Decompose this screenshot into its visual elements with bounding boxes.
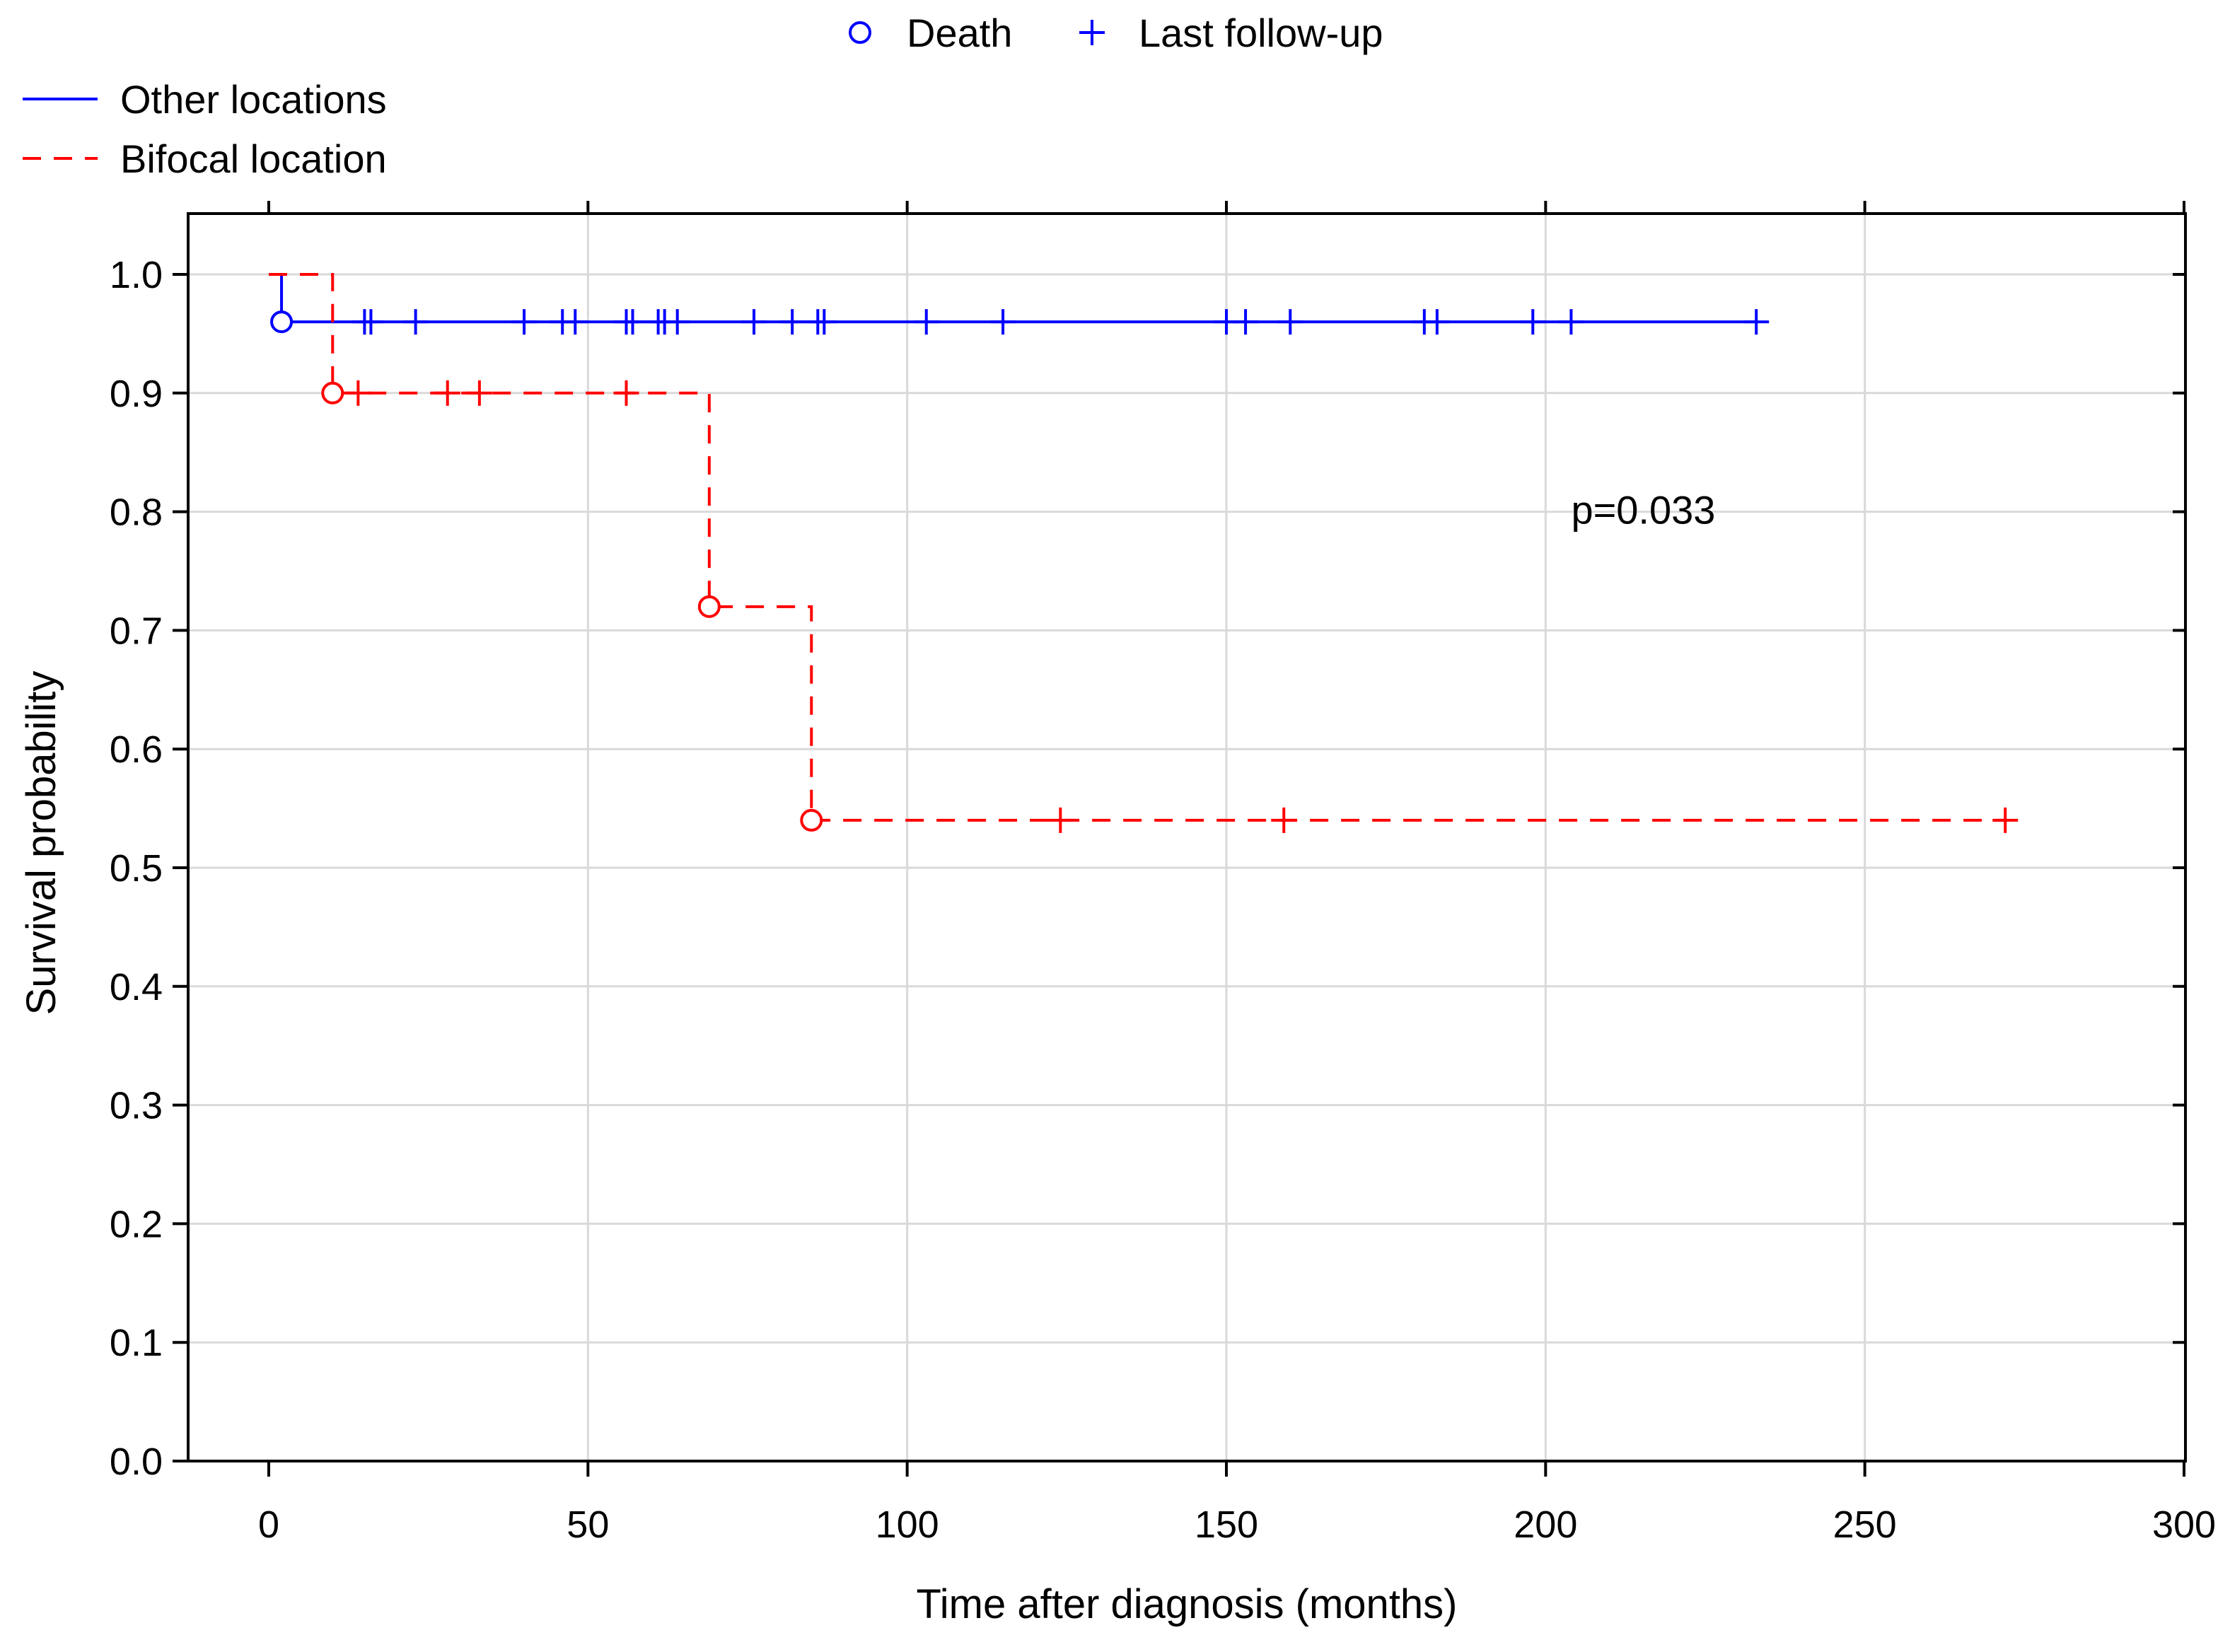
censored-marker-other-locations-23 — [1558, 309, 1584, 335]
censored-marker-other-locations-24 — [1743, 309, 1770, 335]
censored-marker-other-locations-22 — [1520, 309, 1546, 335]
x-tick-label-3: 150 — [1195, 1503, 1258, 1546]
y-tick-label-7: 0.7 — [110, 610, 163, 652]
x-tick-label-5: 250 — [1833, 1503, 1897, 1546]
censored-marker-other-locations-19 — [1277, 309, 1303, 335]
censored-marker-bifocal-location-4 — [1047, 807, 1074, 833]
censored-marker-other-locations-15 — [913, 309, 939, 335]
y-tick-label-6: 0.6 — [110, 728, 163, 771]
marker-layer — [270, 20, 2019, 833]
gridlines — [188, 214, 2185, 1461]
censored-marker-other-locations-18 — [1233, 309, 1259, 335]
plot-border — [187, 212, 2187, 1462]
y-tick-label-2: 0.2 — [110, 1203, 163, 1245]
censored-marker-bifocal-location-2 — [466, 380, 492, 406]
y-tick-label-5: 0.5 — [110, 847, 163, 890]
y-tick-label-10: 1.0 — [110, 254, 163, 296]
legend-follow-up-label: Last follow-up — [1139, 11, 1383, 55]
censored-marker-other-locations-21 — [1424, 309, 1450, 335]
x-tick-label-6: 300 — [2152, 1503, 2216, 1546]
y-tick-label-9: 0.9 — [110, 373, 163, 415]
y-tick-label-0: 0.0 — [110, 1441, 163, 1483]
censored-marker-other-locations-14 — [811, 309, 837, 335]
x-tick-label-2: 100 — [876, 1503, 939, 1546]
censored-marker-other-locations-2 — [402, 309, 429, 335]
death-marker-bifocal-location-2 — [800, 808, 823, 832]
axis-ticks — [173, 201, 2185, 1477]
censored-marker-other-locations-11 — [741, 309, 767, 335]
death-marker-bifocal-location-1 — [697, 595, 721, 618]
censored-marker-other-locations-1 — [358, 309, 384, 335]
legend-death-label: Death — [907, 11, 1012, 55]
censored-marker-bifocal-location-3 — [613, 380, 639, 406]
y-tick-label-8: 0.8 — [110, 491, 163, 534]
censored-marker-other-locations-10 — [664, 309, 690, 335]
censored-marker-other-locations-12 — [779, 309, 806, 335]
censored-marker-bifocal-location-0 — [345, 380, 371, 406]
x-tick-label-0: 0 — [258, 1503, 279, 1546]
censored-marker-other-locations-5 — [562, 309, 588, 335]
y-axis-title: Survival probability — [18, 671, 64, 1016]
legend-label-bifocal-location: Bifocal location — [120, 136, 387, 181]
censored-marker-other-locations-7 — [620, 309, 646, 335]
y-tick-label-4: 0.4 — [110, 966, 163, 1008]
censored-marker-bifocal-location-6 — [1992, 807, 2019, 833]
death-marker-bifocal-location-0 — [321, 381, 344, 405]
censored-marker-other-locations-16 — [990, 309, 1016, 335]
legend-follow-up-marker — [1079, 20, 1105, 45]
censored-marker-other-locations-3 — [511, 309, 538, 335]
censored-marker-bifocal-location-5 — [1271, 807, 1297, 833]
text-layer: 0 50 100 150 200 250 300 0.0 0.1 0.2 0.3 0.4 0.5 0.6 0… — [18, 11, 2216, 1627]
y-tick-label-1: 0.1 — [110, 1322, 163, 1364]
plot-frame — [187, 212, 2187, 1462]
series-layer — [23, 98, 2006, 822]
legend-death-marker — [849, 21, 871, 44]
annotation-p-value-0: p=0.033 — [1571, 487, 1715, 532]
censored-marker-bifocal-location-1 — [434, 380, 460, 406]
x-axis-title: Time after diagnosis (months) — [916, 1581, 1457, 1627]
x-tick-label-1: 50 — [567, 1503, 609, 1546]
x-tick-label-4: 200 — [1514, 1503, 1577, 1546]
legend-label-other-locations: Other locations — [120, 77, 387, 122]
y-tick-label-3: 0.3 — [110, 1085, 163, 1127]
death-marker-other-locations-0 — [270, 310, 294, 334]
series-line-bifocal-location — [269, 273, 2006, 822]
